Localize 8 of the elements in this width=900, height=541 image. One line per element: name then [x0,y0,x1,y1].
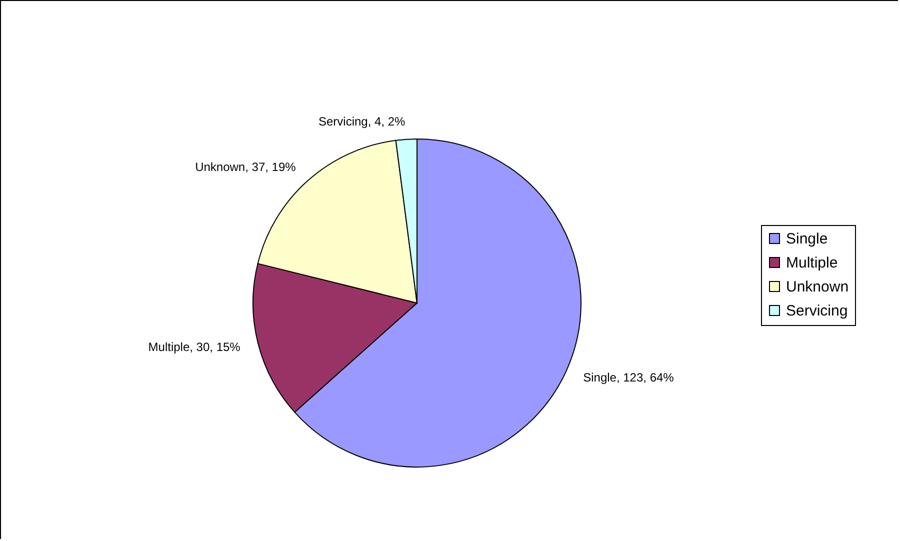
data-label: Multiple, 30, 15% [148,340,241,354]
data-label: Servicing, 4, 2% [318,114,406,128]
legend-label: Multiple [786,254,838,272]
legend-label: Single [786,230,828,248]
legend-label: Unknown [786,278,849,296]
legend-label: Servicing [786,302,848,320]
data-label: Single, 123, 64% [583,370,674,384]
data-label: Unknown, 37, 19% [195,160,296,174]
